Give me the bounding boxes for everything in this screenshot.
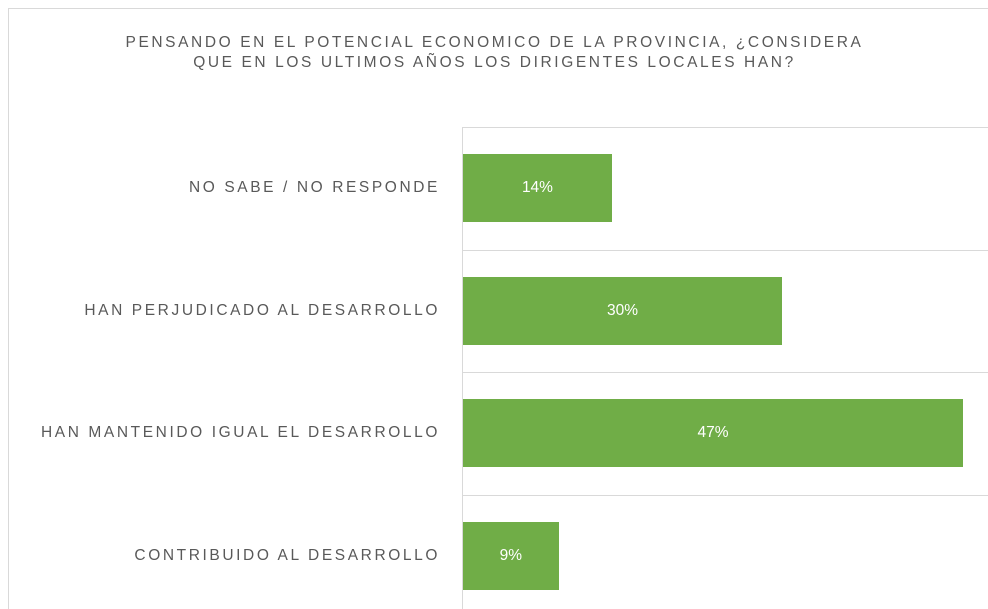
bar (463, 521, 559, 590)
chart-frame (8, 8, 988, 609)
grid-line (462, 494, 988, 496)
bar (463, 276, 783, 345)
grid-line (462, 127, 988, 128)
y-tick-label: CONTRIBUIDO AL DESARROLLO (134, 546, 440, 564)
y-tick-label: HAN MANTENIDO IGUAL EL DESARROLLO (40, 424, 440, 442)
data-label: 47% (697, 424, 729, 442)
y-tick-label: HAN PERJUDICADO AL DESARROLLO (84, 301, 440, 319)
chart-title: PENSANDO EN EL POTENCIAL ECONOMICO DE LA… (125, 34, 864, 71)
bar (463, 154, 612, 223)
grid-line (462, 372, 988, 373)
bar (463, 399, 963, 468)
grid-line (462, 249, 988, 251)
data-label: 30% (607, 301, 639, 319)
y-axis-line (462, 127, 463, 609)
data-label: 9% (499, 546, 523, 564)
data-label: 14% (521, 179, 553, 197)
y-tick-label: NO SABE / NO RESPONDE (189, 179, 440, 197)
